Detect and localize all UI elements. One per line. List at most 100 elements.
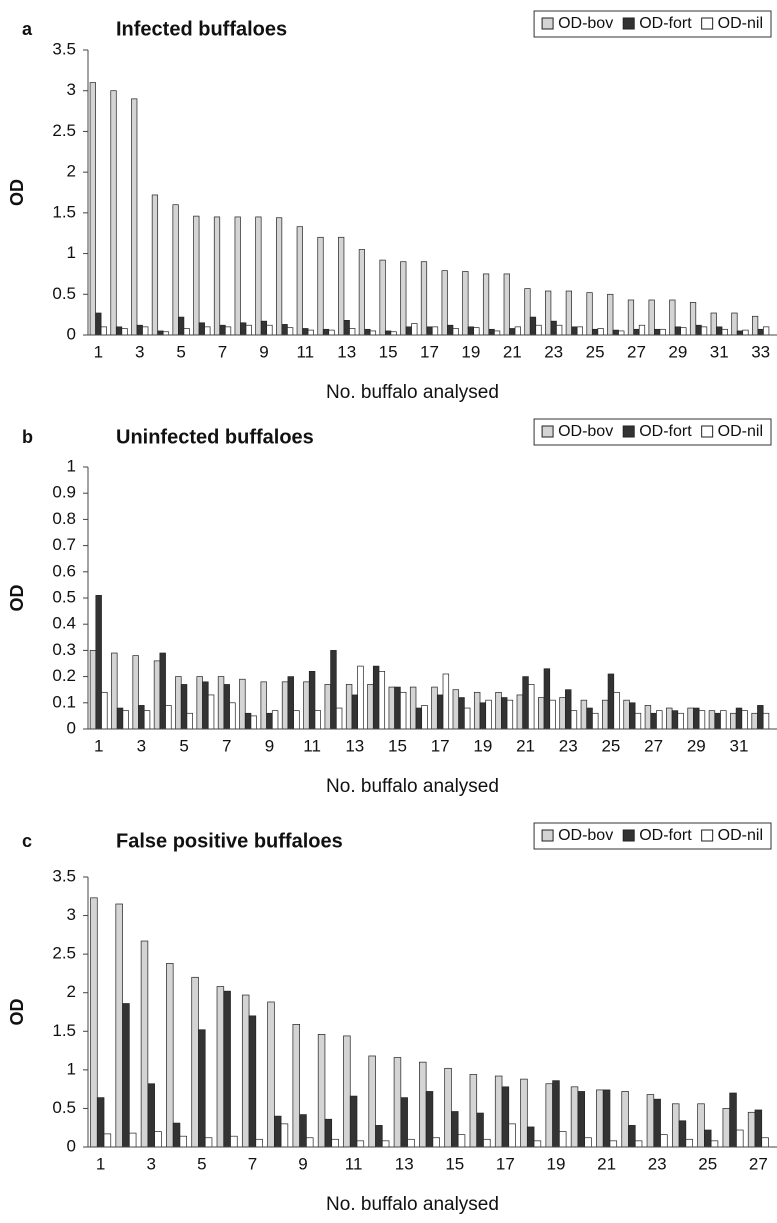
y-tick-label: 2.5 [52, 944, 76, 963]
bar [494, 330, 501, 336]
bar [708, 710, 716, 730]
bar [441, 270, 448, 336]
bar [524, 288, 531, 336]
bar [411, 323, 418, 336]
bar [400, 261, 407, 336]
bar [183, 328, 190, 336]
bar [255, 216, 262, 336]
bar [349, 328, 356, 336]
bar [357, 665, 364, 730]
bar [202, 681, 209, 730]
bar [131, 98, 138, 336]
bar [345, 684, 353, 730]
legend: OD-bov OD-fort OD-nil [541, 423, 763, 440]
bar [381, 1140, 390, 1148]
bar [223, 990, 231, 1148]
bar [186, 712, 193, 730]
x-tick-label: 25 [698, 1154, 717, 1173]
bar [687, 707, 694, 730]
bar [730, 712, 737, 730]
bar [198, 1029, 206, 1148]
bar [473, 327, 480, 336]
bar [761, 1137, 769, 1148]
bar [407, 1138, 415, 1148]
x-tick-label: 29 [668, 342, 687, 361]
bar [217, 676, 225, 730]
bar [629, 702, 636, 730]
x-tick-label: 7 [218, 342, 227, 361]
bar [607, 673, 615, 730]
bar [172, 204, 179, 336]
bar [89, 650, 97, 730]
bar [299, 1114, 307, 1148]
bar [122, 710, 129, 730]
bar [678, 1120, 687, 1148]
panel-label: c [22, 831, 32, 851]
bar [650, 712, 657, 730]
legend-swatch [701, 829, 714, 842]
bar [116, 707, 124, 730]
bar [720, 710, 727, 730]
bar [317, 1034, 326, 1148]
bar [447, 324, 454, 336]
bar [757, 705, 764, 730]
x-tick-label: 15 [388, 736, 407, 755]
x-tick-label: 1 [94, 342, 103, 361]
x-tick-label: 19 [461, 342, 480, 361]
bar [747, 1111, 756, 1148]
bar [570, 1086, 579, 1148]
bar [302, 328, 309, 336]
bar [451, 1111, 459, 1148]
x-tick-label: 19 [547, 1154, 566, 1173]
bar [495, 691, 502, 730]
legend-box [533, 418, 772, 446]
bar [735, 707, 743, 730]
bar [328, 329, 335, 336]
bar [621, 1091, 629, 1148]
bar [627, 299, 635, 336]
bar [469, 1074, 478, 1148]
x-axis-label: No. buffalo analysed [326, 1194, 499, 1215]
x-tick-label: 11 [345, 1154, 363, 1173]
bar [267, 1001, 275, 1148]
x-tick-label: 11 [296, 342, 314, 361]
bar [596, 1089, 604, 1148]
legend-label: OD-fort [639, 15, 692, 32]
x-tick-label: 31 [710, 342, 729, 361]
x-tick-label: 27 [749, 1154, 768, 1173]
chart-title: Infected buffaloes [116, 18, 287, 40]
bar [255, 1138, 263, 1148]
chart-title: False positive buffaloes [116, 830, 343, 852]
bar [501, 1086, 510, 1148]
y-axis-label: OD [7, 584, 27, 611]
bar [656, 710, 663, 730]
x-tick-label: 5 [197, 1154, 206, 1173]
legend-label: OD-nil [718, 15, 763, 32]
x-tick-label: 31 [730, 736, 749, 755]
bar [457, 1134, 466, 1148]
legend-swatch [622, 829, 635, 842]
x-tick-label: 25 [586, 342, 605, 361]
bar [351, 694, 358, 730]
y-tick-label: 1.5 [52, 202, 76, 221]
bar [514, 326, 521, 336]
bar [700, 326, 708, 336]
x-tick-label: 27 [627, 342, 646, 361]
bar [458, 697, 465, 730]
legend-label: OD-nil [718, 423, 763, 440]
bar [763, 326, 770, 336]
bar [503, 273, 510, 336]
bar [669, 299, 676, 336]
legend-label: OD-fort [639, 423, 692, 440]
y-tick-label: 0.1 [52, 692, 76, 711]
y-tick-label: 0.3 [52, 640, 76, 659]
y-axis-label: OD [7, 179, 27, 206]
bar [482, 273, 490, 336]
bar [731, 312, 738, 336]
bar [368, 1055, 376, 1148]
bar [680, 327, 687, 336]
y-tick-label: 1 [67, 456, 76, 475]
bar [369, 330, 377, 336]
bar [634, 712, 642, 730]
